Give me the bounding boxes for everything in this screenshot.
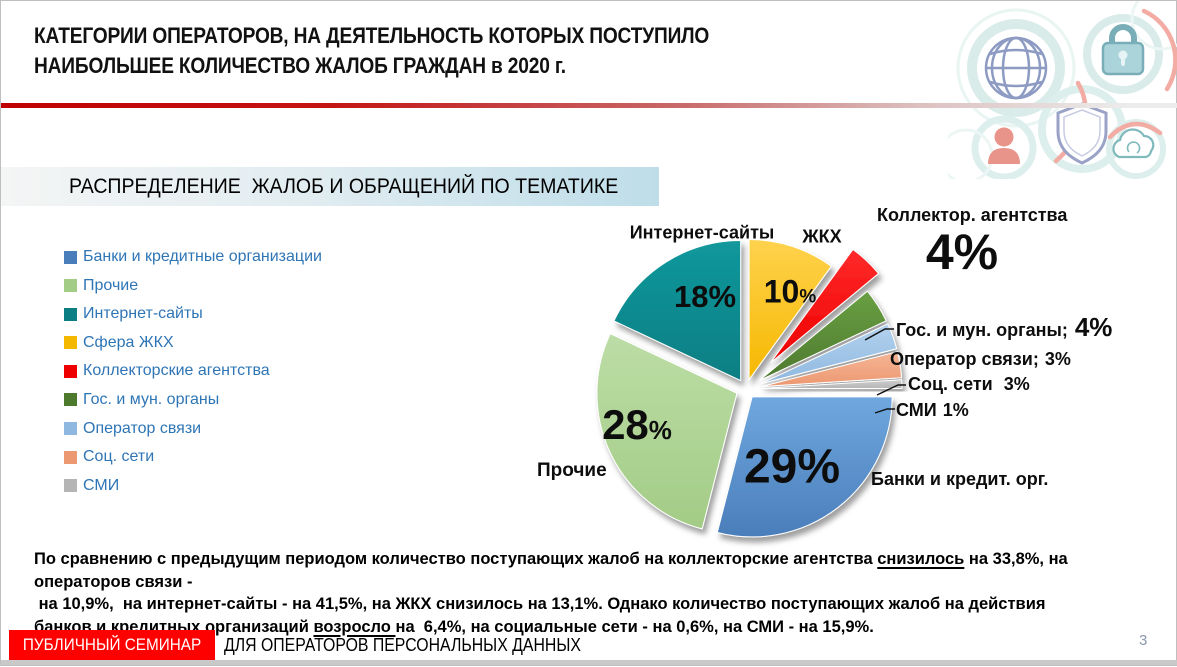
legend-item-zhkh: Сфера ЖКХ (64, 334, 322, 352)
pie-value-number: 29 (743, 440, 798, 494)
decorative-icon-cluster (948, 1, 1177, 179)
legend-swatch (64, 450, 77, 464)
globe-icon (984, 36, 1048, 100)
footer-badge-label: ПУБЛИЧНЫЙ СЕМИНАР (22, 635, 202, 654)
legend-item-websites: Интернет-сайты (64, 305, 322, 323)
legend-label: Прочие (83, 276, 139, 294)
pie-callout-government-label: Гос. и мун. органы; (896, 320, 1068, 340)
note-segment: на 6,4%, на социальные сети - на 0,6%, н… (395, 617, 874, 636)
page-title-line1: КАТЕГОРИИ ОПЕРАТОРОВ, НА ДЕЯТЕЛЬНОСТЬ КО… (34, 23, 710, 48)
pie-value-zhkh: 10% (764, 274, 817, 311)
leader-line-government (864, 328, 894, 341)
legend-item-telecom: Оператор связи (64, 420, 322, 438)
pie-callout-social-value: 3% (1003, 374, 1030, 394)
bottom-edge-strip (1, 660, 1177, 665)
note-segment: возросло (313, 617, 396, 636)
note-segment: По сравнению с предыдущим периодом колич… (34, 550, 878, 568)
note-segment: снизилось (877, 550, 965, 568)
legend-swatch (64, 279, 77, 293)
legend-item-banks: Банки и кредитные организации (64, 248, 322, 266)
page-number: 3 (1139, 632, 1148, 649)
legend-swatch (64, 307, 77, 321)
pie-slice-8 (761, 379, 903, 389)
pie-value-percent-sign: % (797, 440, 841, 494)
note-segment: на 33,8%, на операторов связи - (34, 550, 1073, 591)
legend-swatch (64, 479, 77, 493)
pie-callout-other: Прочие (537, 460, 607, 481)
pie-callout-telecom-value: 3% (1044, 349, 1071, 369)
legend-label: Интернет-сайты (83, 305, 203, 323)
lock-icon (1101, 24, 1145, 76)
pie-callout-banks: Банки и кредит. орг. (871, 469, 1049, 489)
legend-label: Банки и кредитные организации (83, 248, 322, 265)
pie-callout-government: Гос. и мун. органы; 4% (896, 312, 1112, 343)
pie-callout-media: СМИ 1% (896, 400, 969, 421)
legend-swatch (64, 422, 77, 436)
chart-subtitle: РАСПРЕДЕЛЕНИЕ ЖАЛОБ И ОБРАЩЕНИЙ ПО ТЕМАТ… (69, 175, 619, 198)
page-title: КАТЕГОРИИ ОПЕРАТОРОВ, НА ДЕЯТЕЛЬНОСТЬ КО… (34, 21, 709, 81)
page-title-line2: НАИБОЛЬШЕЕ КОЛИЧЕСТВО ЖАЛОБ ГРАЖДАН в 20… (34, 53, 566, 78)
person-icon (988, 127, 1020, 164)
legend-label: Коллекторские агентства (83, 362, 270, 380)
footer-badge: ПУБЛИЧНЫЙ СЕМИНАР (9, 630, 215, 660)
legend-swatch (64, 364, 77, 378)
legend-label: Оператор связи (83, 419, 202, 437)
pie-value-number: 10 (763, 273, 800, 310)
legend-swatch (64, 393, 77, 407)
legend-item-government: Гос. и мун. органы (64, 391, 322, 409)
legend-item-media: СМИ (64, 477, 322, 495)
pie-callout-collectors-label: Коллектор. агентства (877, 205, 1068, 225)
cloud-icon (1112, 128, 1155, 159)
comparison-note: По сравнению с предыдущим периодом колич… (34, 548, 1159, 638)
pie-value-number: 28 (602, 401, 649, 448)
legend-label: Сфера ЖКХ (83, 333, 174, 351)
pie-value-number: 18 (673, 279, 709, 314)
legend-swatch (64, 250, 77, 264)
leader-line-media (874, 408, 895, 414)
legend-label: СМИ (83, 476, 120, 494)
chart-subtitle-band: РАСПРЕДЕЛЕНИЕ ЖАЛОБ И ОБРАЩЕНИЙ ПО ТЕМАТ… (1, 167, 659, 206)
pie-callout-zhkh: ЖКХ (802, 226, 842, 247)
pie-callout-media-value: 1% (942, 400, 969, 420)
legend-label: Гос. и мун. органы (83, 390, 220, 408)
footer-text: ДЛЯ ОПЕРАТОРОВ ПЕРСОНАЛЬНЫХ ДАННЫХ (224, 635, 581, 655)
pie-callout-collectors: Коллектор. агентства 4% (877, 205, 1067, 280)
legend-item-collectors: Коллекторские агентства (64, 362, 322, 380)
pie-value-percent-sign: % (708, 279, 737, 314)
pie-callout-telecom: Оператор связи; 3% (890, 349, 1071, 370)
shield-icon (1056, 102, 1108, 165)
pie-callout-collectors-value: 4% (925, 224, 999, 280)
pie-value-banks: 29% (744, 440, 840, 495)
legend-item-social: Соц. сети (64, 448, 322, 466)
pie-callout-media-label: СМИ (896, 400, 937, 420)
pie-value-percent-sign: % (648, 415, 672, 445)
pie-callout-websites: Интернет-сайты (629, 222, 775, 243)
pie-slice-7 (761, 351, 903, 387)
legend-label: Соц. сети (83, 448, 155, 466)
note-line: По сравнению с предыдущим периодом колич… (34, 548, 1159, 593)
legend-swatch (64, 336, 77, 350)
legend-item-other: Прочие (64, 277, 322, 295)
pie-value-websites: 18% (674, 279, 736, 315)
pie-value-other: 28% (602, 401, 672, 449)
pie-callout-telecom-label: Оператор связи; (890, 349, 1039, 369)
header-rule (1, 103, 1177, 108)
note-segment: на 10,9%, на интернет-сайты - на 41,5%, … (34, 595, 1046, 613)
pie-slice-6 (760, 323, 898, 385)
leader-line-social (876, 384, 906, 396)
note-line: банков и кредитных организаций возросло … (34, 616, 1159, 639)
pie-callout-government-value: 4% (1074, 312, 1113, 342)
pie-callout-social: Соц. сети 3% (908, 374, 1030, 395)
note-line: на 10,9%, на интернет-сайты - на 41,5%, … (34, 593, 1159, 616)
chart-legend: Банки и кредитные организации Прочие Инт… (64, 248, 322, 495)
pie-callout-social-label: Соц. сети (908, 374, 993, 394)
pie-value-percent-sign: % (799, 286, 817, 308)
